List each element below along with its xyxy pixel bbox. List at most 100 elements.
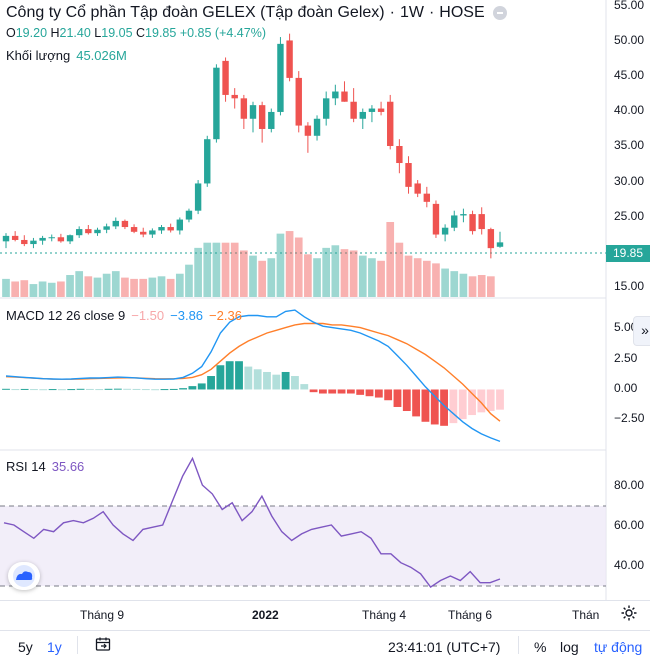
macd-histogram-bar: [263, 371, 271, 390]
candle-body: [185, 210, 193, 220]
macd-histogram-bar: [76, 388, 85, 390]
calendar-icon[interactable]: [95, 636, 111, 652]
macd-signal-value: −2.36: [209, 308, 242, 323]
candles[interactable]: [2, 33, 504, 259]
candle-body: [158, 227, 165, 231]
symbol-title[interactable]: Công ty Cổ phần Tập đoàn GELEX (Tập đoàn…: [6, 4, 507, 22]
candle-body: [423, 193, 431, 202]
volume-bar: [340, 249, 349, 297]
candle-body: [277, 43, 284, 112]
candle-body: [341, 91, 348, 102]
volume-bar: [57, 281, 65, 297]
interval[interactable]: 1W: [399, 4, 424, 21]
rsi-tick: 80.00: [614, 478, 645, 492]
volume-bars: [2, 222, 495, 297]
macd-legend[interactable]: MACD 12 26 close 9 −1.50 −3.86 −2.36: [6, 308, 242, 323]
high-value: 21.40: [59, 26, 91, 40]
candle-body: [194, 183, 202, 211]
candle-body: [350, 101, 357, 119]
macd-histogram-bar: [318, 389, 327, 394]
volume-bar: [258, 260, 266, 297]
rsi-tick: 60.00: [614, 518, 645, 532]
chart-canvas[interactable]: [0, 0, 650, 600]
volume-bar: [75, 271, 84, 297]
volume-bar: [111, 271, 120, 297]
volume-bar: [139, 278, 148, 297]
macd-histogram-bar: [197, 383, 206, 390]
price-tick: 25.00: [614, 209, 645, 223]
macd-histogram-bar: [85, 388, 94, 390]
open-value: 19.20: [15, 26, 48, 40]
price-axis[interactable]: 55.00 50.00 45.00 40.00 35.00 30.00 25.0…: [606, 0, 650, 600]
percent-toggle[interactable]: %: [534, 639, 547, 655]
candle-body: [249, 105, 257, 119]
macd-histogram-bar: [486, 389, 495, 412]
volume-bar: [349, 250, 358, 297]
volume-bar: [395, 242, 404, 297]
candle-body: [414, 183, 421, 194]
macd-histogram-bar: [412, 389, 421, 417]
time-label: Tháng 4: [362, 608, 407, 622]
time-label: Thán: [572, 608, 600, 622]
time-axis[interactable]: Tháng 9 2022 Tháng 4 Tháng 6 Thán: [0, 600, 650, 629]
macd-histogram-bar: [179, 388, 188, 390]
macd-pane[interactable]: [2, 309, 504, 443]
rsi-pane[interactable]: [3, 456, 501, 589]
macd-histogram-bar: [123, 388, 132, 390]
macd-line-value: −3.86: [170, 308, 204, 323]
macd-histogram-bar: [291, 376, 299, 390]
candle-body: [39, 237, 46, 241]
ohlc-values: O19.20 H21.40 L19.05 C19.85 +0.85 (+4.47…: [6, 26, 266, 40]
candle-body: [313, 118, 321, 136]
low-value: 19.05: [101, 26, 133, 40]
candle-body: [396, 146, 403, 164]
volume-bar: [93, 277, 102, 297]
macd-histogram-bar: [477, 389, 486, 413]
macd-histogram-bar: [365, 389, 374, 397]
macd-histogram-bar: [272, 374, 281, 390]
macd-histogram-bar: [449, 389, 458, 424]
rsi-legend[interactable]: RSI 14 35.66: [6, 459, 84, 474]
chevron-right-icon[interactable]: »: [633, 316, 650, 346]
price-tick: 30.00: [614, 174, 645, 188]
candle-body: [451, 215, 458, 228]
range-1y-button[interactable]: 1y: [47, 639, 62, 655]
open-label: O: [6, 26, 16, 40]
candle-body: [121, 220, 129, 228]
macd-histogram-bar: [328, 389, 337, 394]
volume-bar: [102, 273, 111, 297]
volume-bar: [11, 281, 19, 297]
rsi-line: [3, 456, 501, 589]
tradingview-cloud-icon[interactable]: [8, 562, 40, 590]
candle-body: [332, 91, 339, 99]
candle-body: [359, 111, 366, 119]
candle-body: [149, 230, 156, 235]
macd-histogram-bar: [58, 389, 66, 391]
macd-histogram-bar: [113, 388, 122, 390]
volume-bar: [450, 271, 459, 297]
candle-body: [176, 219, 184, 231]
candle-body: [478, 214, 485, 230]
volume-bar: [249, 255, 257, 297]
volume-label: Khối lượng: [6, 48, 71, 63]
macd-histogram-bar: [402, 389, 411, 412]
macd-histogram-bar: [253, 369, 262, 390]
price-tick: 45.00: [614, 68, 645, 82]
clock-display[interactable]: 23:41:01 (UTC+7): [388, 639, 501, 655]
price-tick: 35.00: [614, 138, 645, 152]
volume-bar: [267, 258, 276, 297]
volume-bar: [432, 263, 440, 297]
range-5y-button[interactable]: 5y: [18, 639, 33, 655]
log-toggle[interactable]: log: [560, 639, 579, 655]
volume-bar: [185, 264, 193, 297]
volume-bar: [2, 278, 10, 297]
candle-body: [441, 227, 449, 235]
volume-legend[interactable]: Khối lượng 45.026M: [6, 48, 127, 63]
volume-bar: [377, 260, 385, 297]
volume-bar: [84, 276, 93, 297]
minus-circle-icon[interactable]: [492, 5, 507, 20]
candle-body: [460, 214, 467, 216]
gear-icon[interactable]: [620, 604, 638, 622]
macd-tick: 2.50: [614, 351, 638, 365]
auto-scale-toggle[interactable]: tự động: [594, 639, 643, 655]
